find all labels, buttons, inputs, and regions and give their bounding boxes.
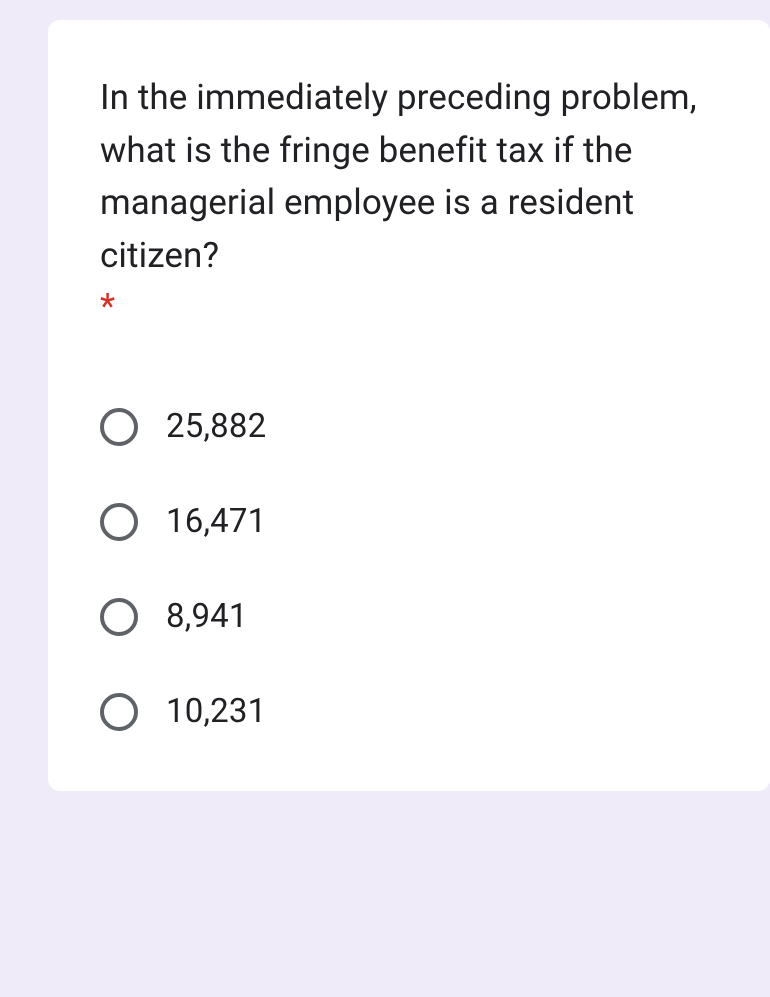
option-2[interactable]: 8,941	[100, 597, 730, 636]
question-card: In the immediately preceding problem, wh…	[48, 20, 770, 791]
radio-icon	[100, 598, 138, 636]
question-text: In the immediately preceding problem, wh…	[100, 77, 697, 276]
option-label: 8,941	[166, 597, 248, 636]
radio-icon	[100, 503, 138, 541]
radio-icon	[100, 408, 138, 446]
option-label: 16,471	[166, 502, 266, 541]
option-label: 10,231	[166, 692, 266, 731]
option-label: 25,882	[166, 407, 266, 446]
option-3[interactable]: 10,231	[100, 692, 730, 731]
option-0[interactable]: 25,882	[100, 407, 730, 446]
required-marker: *	[100, 286, 730, 327]
question-block: In the immediately preceding problem, wh…	[100, 72, 730, 327]
radio-icon	[100, 693, 138, 731]
option-1[interactable]: 16,471	[100, 502, 730, 541]
options-list: 25,882 16,471 8,941 10,231	[100, 407, 730, 731]
